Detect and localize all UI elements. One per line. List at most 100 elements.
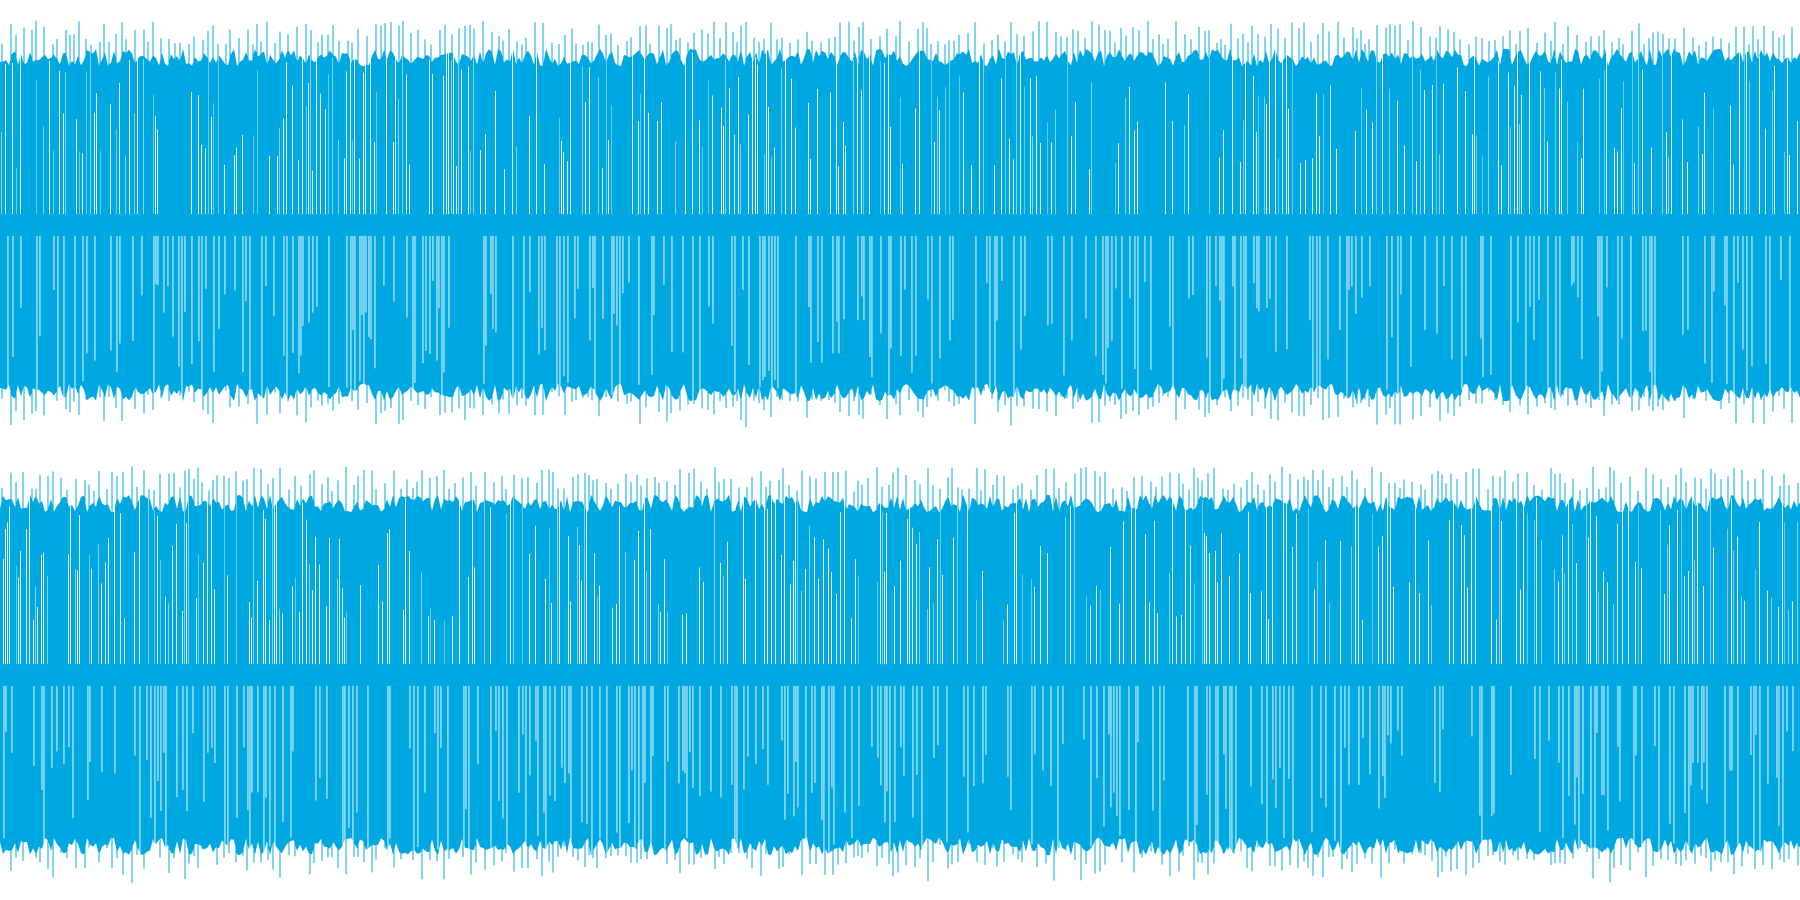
waveform-gap (1788, 609, 1789, 665)
waveform-gap (203, 562, 204, 665)
waveform-gap (387, 533, 388, 665)
waveform-gap (186, 685, 188, 812)
waveform-gap (1684, 576, 1685, 665)
waveform-gap (1286, 487, 1287, 665)
waveform-gap (292, 586, 293, 665)
waveform-gap (1231, 685, 1233, 872)
waveform-gap (586, 685, 588, 824)
waveform-gap (1523, 496, 1524, 665)
waveform-gap (1567, 101, 1568, 215)
waveform-gap (370, 235, 372, 340)
waveform-gap (1300, 163, 1301, 215)
waveform-channel-1[interactable] (0, 0, 1800, 450)
waveform-gap (1163, 685, 1165, 781)
waveform-gap (1601, 235, 1603, 372)
waveform-gap (1628, 498, 1629, 665)
waveform-gap (581, 580, 582, 665)
waveform-gap (840, 511, 841, 665)
waveform-gap (1540, 71, 1541, 215)
waveform-gap (1190, 545, 1191, 665)
waveform-gap (1481, 685, 1483, 859)
waveform-gap (567, 161, 568, 215)
waveform-gap (1387, 685, 1389, 736)
waveform-gap (685, 42, 686, 215)
waveform-gap (795, 685, 797, 763)
waveform-gap (857, 49, 858, 215)
waveform-gap (1314, 589, 1315, 665)
waveform-gap (1362, 685, 1364, 739)
waveform-gap (1457, 67, 1458, 215)
waveform-gap (279, 128, 280, 215)
waveform-gap (651, 235, 653, 375)
waveform-gap (319, 564, 320, 665)
waveform-gap (474, 567, 475, 665)
waveform-gap (535, 685, 537, 741)
waveform-gap (1554, 568, 1555, 665)
waveform-gap (329, 537, 330, 665)
waveform-gap (767, 508, 768, 665)
waveform-gap (1024, 235, 1026, 316)
waveform-gap (927, 608, 928, 665)
waveform-gap (1613, 604, 1614, 665)
waveform-gap (692, 235, 694, 417)
waveform-gap (1113, 685, 1115, 793)
waveform-gap (1684, 685, 1686, 814)
waveform-gap (196, 597, 197, 665)
waveform-gap (903, 685, 905, 776)
waveform-gap (352, 235, 354, 331)
waveform-gap (176, 685, 178, 798)
waveform-gap (1581, 158, 1582, 215)
waveform-gap (638, 121, 639, 215)
waveform-gap (689, 685, 691, 753)
waveform-gap (1003, 620, 1004, 665)
waveform-channel-2[interactable] (0, 450, 1800, 900)
waveform-gap (545, 685, 547, 861)
waveform-gap (1192, 235, 1194, 295)
waveform-gap (1135, 491, 1136, 665)
waveform-gap (1516, 473, 1517, 665)
waveform-gap (283, 235, 285, 356)
waveform-gap (1234, 235, 1236, 429)
waveform-gap (412, 235, 414, 426)
waveform-gap (1001, 235, 1003, 281)
waveform-gap (703, 581, 704, 665)
waveform-gap (1751, 235, 1753, 367)
waveform-gap (249, 685, 251, 879)
waveform-gap (919, 532, 920, 665)
waveform-gap (646, 571, 647, 665)
waveform-gap (795, 127, 796, 215)
waveform-gap (631, 685, 633, 771)
waveform-gap (967, 685, 969, 833)
waveform-gap (1172, 121, 1173, 215)
waveform-gap (429, 59, 430, 215)
waveform-gap (512, 44, 513, 215)
waveform-gap (211, 685, 213, 748)
waveform-gap (300, 235, 302, 356)
waveform-gap (495, 685, 497, 731)
waveform-gap (57, 235, 59, 415)
waveform-gap (1123, 521, 1124, 665)
waveform-gap (137, 41, 138, 215)
waveform-gap (982, 571, 983, 665)
waveform-gap (437, 685, 439, 850)
waveform-gap (365, 235, 367, 313)
waveform-gap (644, 39, 645, 215)
waveform-gap (3, 685, 5, 839)
waveform-gap (589, 67, 590, 215)
waveform-gap (269, 620, 270, 665)
waveform-gap (738, 77, 739, 215)
waveform-gap (1465, 91, 1466, 215)
waveform-gap (1491, 685, 1493, 817)
waveform-center-band (0, 214, 1800, 236)
waveform-gap (1181, 614, 1182, 665)
waveform-gap (292, 685, 294, 752)
waveform-channel-2-plot (0, 450, 1800, 900)
waveform-gap (504, 169, 505, 215)
waveform-gap (184, 235, 186, 313)
waveform-gap (242, 134, 243, 215)
waveform-gap (1651, 235, 1653, 427)
waveform-gap (989, 235, 991, 403)
waveform-gap (863, 235, 865, 321)
waveform-gap (1607, 685, 1609, 831)
